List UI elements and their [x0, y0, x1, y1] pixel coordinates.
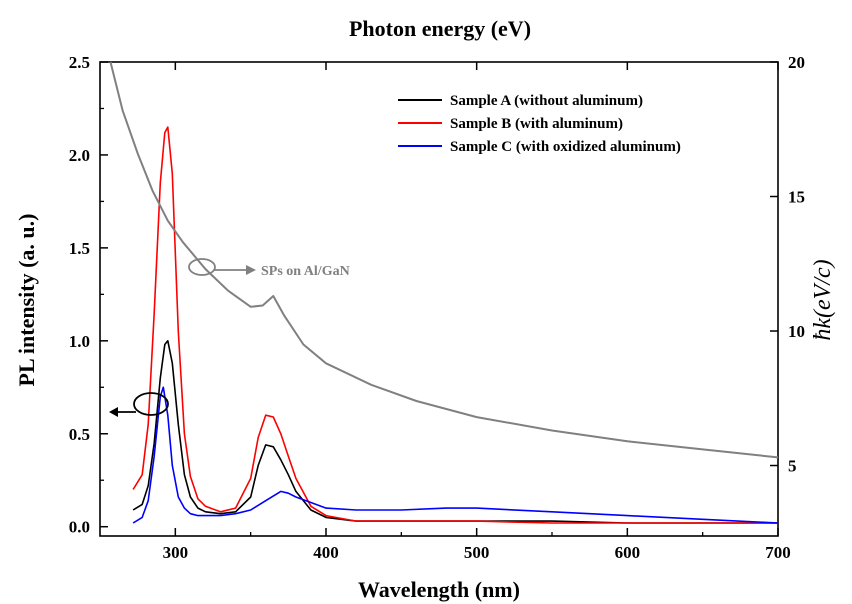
series-line-4 [109, 61, 779, 459]
x-tick-label: 700 [765, 543, 791, 562]
plot-frame [99, 61, 779, 537]
plot-border [99, 61, 779, 537]
y-tick-label: 1.0 [69, 332, 90, 351]
x-tick-label: 500 [464, 543, 490, 562]
y2-tick-label: 5 [788, 457, 797, 476]
legend-entry: Sample C (with oxidized aluminum) [450, 139, 681, 155]
y2-tick-label: 10 [788, 322, 805, 341]
sps-annotation-label: SPs on Al/GaN [261, 264, 350, 279]
x-tick-label: 400 [313, 543, 339, 562]
y-tick-label: 1.5 [69, 239, 90, 258]
y2-axis-title: ħk(eV/c) [810, 259, 836, 340]
right-axis-arrowhead [246, 265, 256, 275]
y-tick-label: 0.0 [69, 518, 90, 537]
legend-entry: Sample B (with aluminum) [450, 116, 623, 132]
x-tick-label: 300 [163, 543, 189, 562]
y-tick-label: 2.0 [69, 146, 90, 165]
y2-tick-label: 20 [788, 53, 805, 72]
sample-curves-ellipse [133, 392, 169, 416]
series-line-1 [132, 339, 778, 524]
x-tick-label: 600 [615, 543, 641, 562]
y-axis-title: PL intensity (a. u.) [14, 214, 39, 387]
y-tick-label: 2.5 [69, 53, 90, 72]
axis-ticks: 300 400 500 600 700 0.0 0.5 1.0 1.5 2.0 2.5 5 10 15 20 [69, 53, 805, 562]
x-axis-title: Wavelength (nm) [358, 577, 520, 602]
top-axis-title: Photon energy (eV) [349, 16, 531, 41]
legend-entry: Sample A (without aluminum) [450, 93, 643, 109]
series-line-2 [132, 126, 778, 524]
sps-curve-ellipse [188, 258, 216, 276]
series-line-3 [132, 386, 779, 524]
y-tick-label: 0.5 [69, 425, 90, 444]
y2-tick-label: 15 [788, 188, 805, 207]
left-axis-arrowhead [109, 407, 118, 417]
data-series [109, 61, 779, 524]
legend: Sample A (without aluminum) Sample B (wit… [398, 93, 681, 155]
